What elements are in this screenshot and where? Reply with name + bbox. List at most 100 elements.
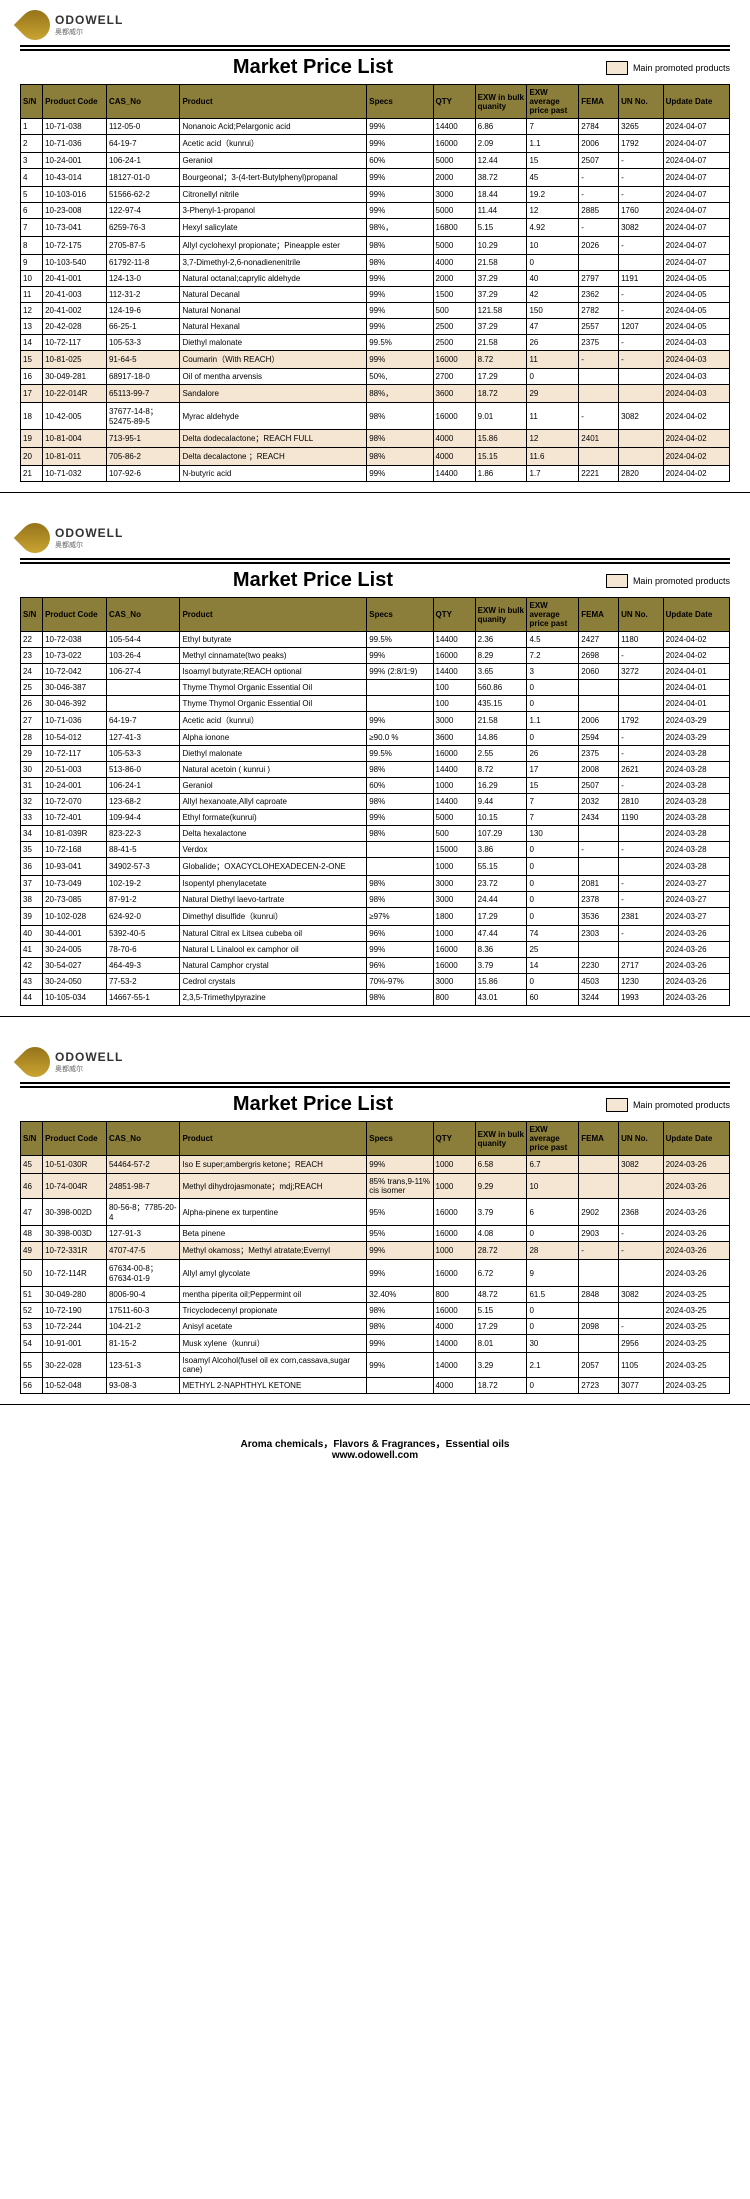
cell: 17.29 xyxy=(475,1319,527,1335)
cell: - xyxy=(619,842,664,858)
cell: 10-72-117 xyxy=(43,746,107,762)
cell: 15 xyxy=(527,778,579,794)
cell: 80-56-8；7785-20-4 xyxy=(106,1199,180,1226)
cell: 14400 xyxy=(433,762,475,778)
cell: 10-81-039R xyxy=(43,826,107,842)
cell xyxy=(106,680,180,696)
table-row: 5410-91-00181-15-2Musk xylene（kunrui）99%… xyxy=(21,1335,730,1353)
table-row: 4830-398-003D127-91-3Beta pinene95%16000… xyxy=(21,1226,730,1242)
cell: 99.5% xyxy=(367,632,433,648)
cell: - xyxy=(619,746,664,762)
cell: 18 xyxy=(21,403,43,430)
cell: 99% xyxy=(367,466,433,482)
cell: 3.79 xyxy=(475,1199,527,1226)
cell: Alpha ionone xyxy=(180,730,367,746)
col-header: Product xyxy=(180,1122,367,1156)
cell: 2427 xyxy=(579,632,619,648)
cell: 77-53-2 xyxy=(106,974,180,990)
cell: 0 xyxy=(527,908,579,926)
cell: 47.44 xyxy=(475,926,527,942)
cell: 39 xyxy=(21,908,43,926)
cell: Natural Camphor crystal xyxy=(180,958,367,974)
col-header: EXW average price past xyxy=(527,598,579,632)
cell: 55 xyxy=(21,1353,43,1378)
cell: 1.7 xyxy=(527,466,579,482)
table-row: 4410-105-03414667-55-12,3,5-Trimethylpyr… xyxy=(21,990,730,1006)
cell: 20-41-001 xyxy=(43,271,107,287)
cell: 2723 xyxy=(579,1378,619,1394)
cell: 98% xyxy=(367,990,433,1006)
logo-icon xyxy=(14,517,56,559)
cell: 16000 xyxy=(433,351,475,369)
cell: 98% xyxy=(367,1319,433,1335)
cell: 2024-04-07 xyxy=(663,169,729,187)
cell: 10-102-028 xyxy=(43,908,107,926)
table-row: 2910-72-117105-53-3Diethyl malonate99.5%… xyxy=(21,746,730,762)
cell: 10-71-036 xyxy=(43,712,107,730)
cell: 10.29 xyxy=(475,237,527,255)
cell: 10-24-001 xyxy=(43,153,107,169)
cell: 10-71-036 xyxy=(43,135,107,153)
cell: 1.1 xyxy=(527,135,579,153)
cell: 2024-04-02 xyxy=(663,648,729,664)
page-1: ODOWELL奥都威尔Market Price ListMain promote… xyxy=(0,0,750,493)
cell: Isopentyl phenylacetate xyxy=(180,876,367,892)
cell: 11.44 xyxy=(475,203,527,219)
cell: 2381 xyxy=(619,908,664,926)
cell: 2434 xyxy=(579,810,619,826)
cell: 2024-03-25 xyxy=(663,1378,729,1394)
cell: 104-21-2 xyxy=(106,1319,180,1335)
col-header: UN No. xyxy=(619,85,664,119)
cell: 124-13-0 xyxy=(106,271,180,287)
cell: - xyxy=(619,876,664,892)
cell: 10-72-190 xyxy=(43,1303,107,1319)
cell: 2024-03-26 xyxy=(663,926,729,942)
cell: 21.58 xyxy=(475,335,527,351)
cell: 2026 xyxy=(579,237,619,255)
cell: 98% xyxy=(367,255,433,271)
cell xyxy=(619,1260,664,1287)
col-header: Update Date xyxy=(663,1122,729,1156)
cell: 14667-55-1 xyxy=(106,990,180,1006)
cell: 2782 xyxy=(579,303,619,319)
cell: 11.6 xyxy=(527,448,579,466)
table-row: 2530-046-387Thyme Thymol Organic Essenti… xyxy=(21,680,730,696)
cell: 52 xyxy=(21,1303,43,1319)
cell: 2024-04-02 xyxy=(663,466,729,482)
cell: 9.01 xyxy=(475,403,527,430)
table-row: 4510-51-030R54464-57-2Iso E super;amberg… xyxy=(21,1156,730,1174)
cell xyxy=(579,942,619,958)
table-row: 410-43-01418127-01-0Bourgeonal；3-(4-tert… xyxy=(21,169,730,187)
cell: 20-41-003 xyxy=(43,287,107,303)
cell: 2024-04-02 xyxy=(663,430,729,448)
cell: Nonanoic Acid;Pelargonic acid xyxy=(180,119,367,135)
cell: 2024-04-07 xyxy=(663,237,729,255)
cell: Oil of mentha arvensis xyxy=(180,369,367,385)
table-row: 110-71-038112-05-0Nonanoic Acid;Pelargon… xyxy=(21,119,730,135)
cell: 5.15 xyxy=(475,1303,527,1319)
cell: 49 xyxy=(21,1242,43,1260)
cell: Allyl cyclohexyl propionate；Pineapple es… xyxy=(180,237,367,255)
cell: 8.72 xyxy=(475,351,527,369)
cell: - xyxy=(619,169,664,187)
table-row: 1320-42-02866-25-1Natural Hexanal99%2500… xyxy=(21,319,730,335)
cell: 14000 xyxy=(433,1335,475,1353)
cell: Musk xylene（kunrui） xyxy=(180,1335,367,1353)
cell: 30 xyxy=(21,762,43,778)
cell: 20-51-003 xyxy=(43,762,107,778)
cell: 2621 xyxy=(619,762,664,778)
cell: 10-24-001 xyxy=(43,778,107,794)
cell: 3077 xyxy=(619,1378,664,1394)
cell: 2098 xyxy=(579,1319,619,1335)
cell: 2705-87-5 xyxy=(106,237,180,255)
cell: 6.58 xyxy=(475,1156,527,1174)
table-row: 2110-71-032107-92-6N-butyric acid99%1440… xyxy=(21,466,730,482)
brand-logo: ODOWELL奥都威尔 xyxy=(20,523,730,553)
cell: 37.29 xyxy=(475,271,527,287)
cell: 99% xyxy=(367,1260,433,1287)
cell: 624-92-0 xyxy=(106,908,180,926)
cell: 26 xyxy=(527,746,579,762)
legend: Main promoted products xyxy=(606,1098,730,1112)
cell: - xyxy=(619,1226,664,1242)
cell: 24851-98-7 xyxy=(106,1174,180,1199)
